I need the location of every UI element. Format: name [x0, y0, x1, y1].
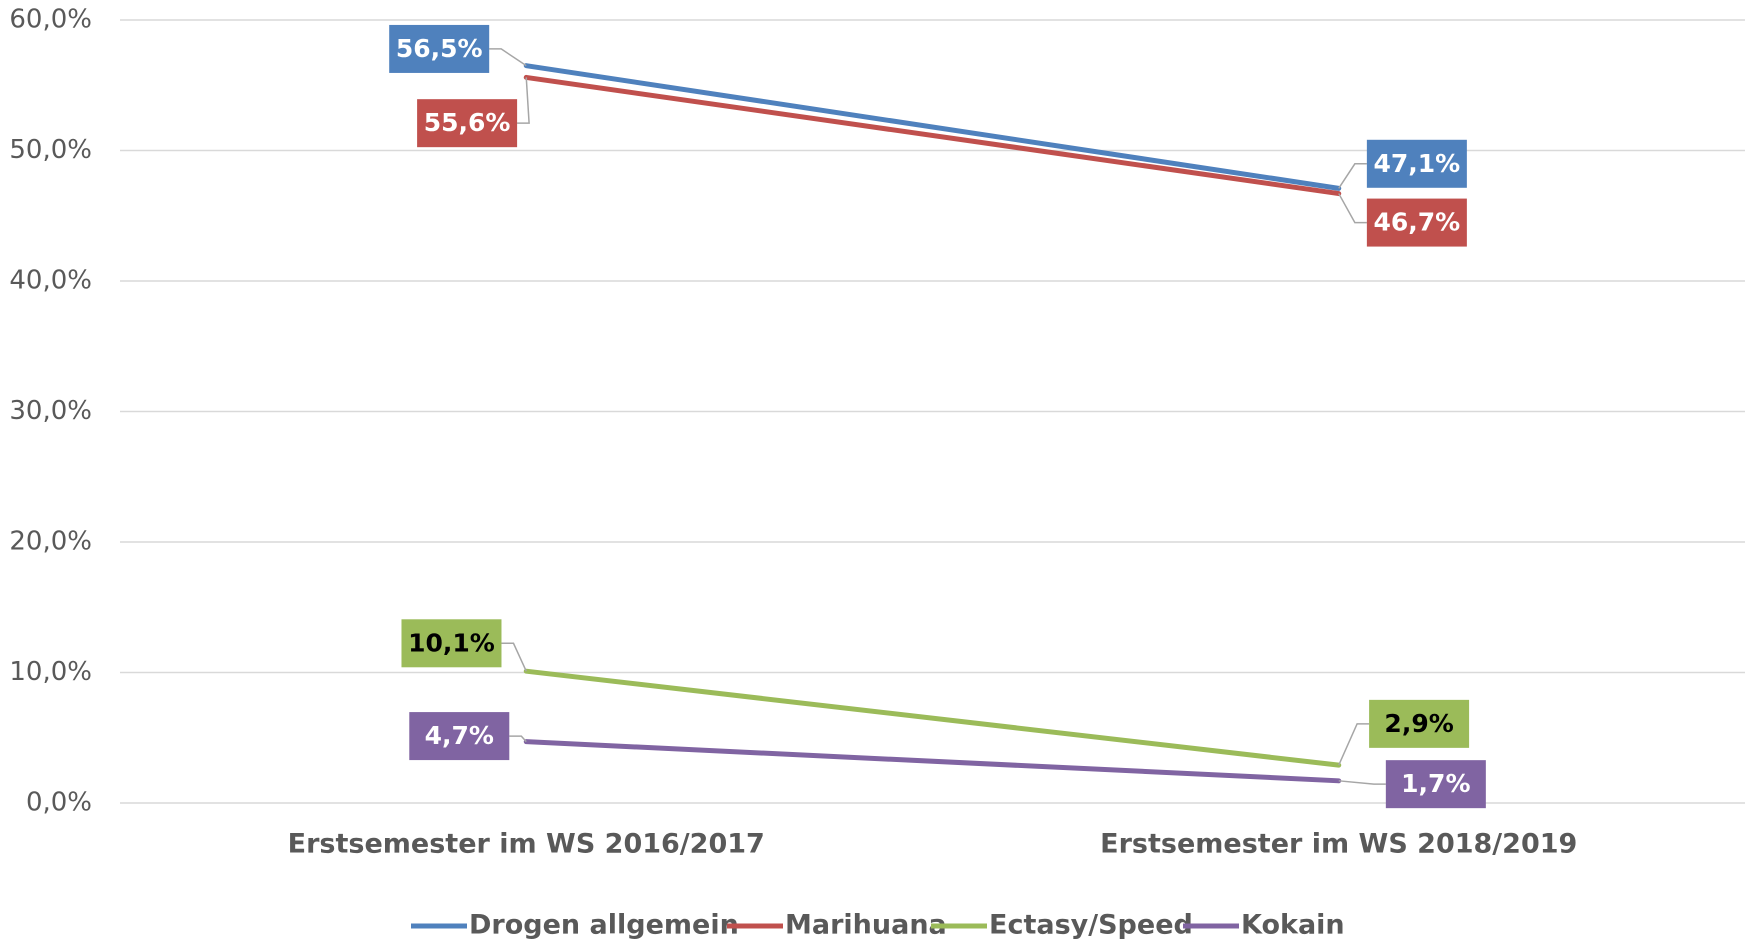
leader-line	[509, 735, 527, 743]
data-label-box	[409, 712, 510, 761]
data-label-box	[1366, 198, 1467, 247]
data-label: 2,9%	[1384, 709, 1453, 738]
data-label: 4,7%	[425, 721, 494, 750]
data-label: 56,5%	[396, 34, 483, 63]
leader-line	[1338, 723, 1370, 766]
series-line	[523, 668, 1342, 768]
data-label-box	[417, 99, 518, 148]
y-tick-label: 60,0%	[9, 5, 92, 35]
y-tick-label: 20,0%	[9, 527, 92, 557]
series-line	[523, 63, 1342, 191]
leader-line	[489, 48, 527, 67]
legend-label: Drogen allgemein	[469, 910, 739, 941]
data-label: 47,1%	[1374, 149, 1461, 178]
data-label: 55,6%	[424, 108, 511, 137]
data-label-box	[389, 24, 490, 73]
leader-line	[1338, 193, 1367, 224]
data-label: 1,7%	[1401, 769, 1470, 798]
y-tick-label: 30,0%	[9, 396, 92, 426]
data-label-box	[1369, 699, 1470, 748]
y-tick-label: 10,0%	[9, 657, 92, 687]
y-tick-label: 40,0%	[9, 266, 92, 296]
leader-line	[501, 642, 527, 672]
x-tick-label: Erstsemester im WS 2016/2017	[288, 829, 765, 860]
leader-line	[1338, 163, 1367, 189]
data-label-box	[401, 619, 502, 668]
leader-line	[517, 77, 530, 124]
legend-label: Marihuana	[785, 910, 947, 941]
y-tick-label: 50,0%	[9, 135, 92, 165]
y-tick-label: 0,0%	[26, 788, 92, 818]
legend-label: Kokain	[1241, 910, 1345, 941]
data-label-box	[1366, 139, 1467, 188]
series-line	[523, 74, 1342, 197]
series-line	[523, 739, 1342, 784]
legend-label: Ectasy/Speed	[989, 910, 1193, 941]
data-label-box	[1385, 760, 1486, 809]
data-label: 10,1%	[408, 628, 495, 657]
x-tick-label: Erstsemester im WS 2018/2019	[1100, 829, 1577, 860]
leader-line	[1338, 780, 1386, 785]
data-label: 46,7%	[1374, 208, 1461, 237]
